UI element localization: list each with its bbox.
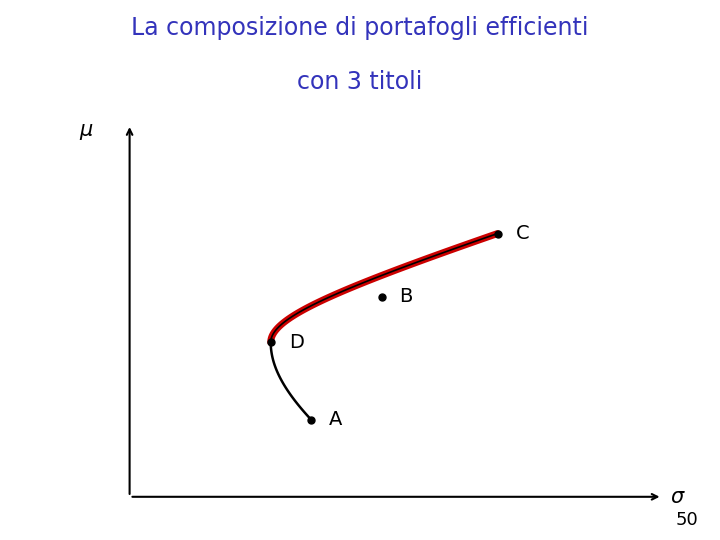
Text: B: B [400, 287, 413, 306]
Text: μ: μ [80, 119, 93, 140]
Text: A: A [329, 410, 343, 429]
Text: La composizione di portafogli efficienti: La composizione di portafogli efficienti [131, 16, 589, 40]
Text: C: C [516, 224, 529, 243]
Text: σ: σ [670, 487, 683, 507]
Text: D: D [289, 333, 304, 352]
Text: con 3 titoli: con 3 titoli [297, 70, 423, 94]
Text: 50: 50 [675, 511, 698, 529]
